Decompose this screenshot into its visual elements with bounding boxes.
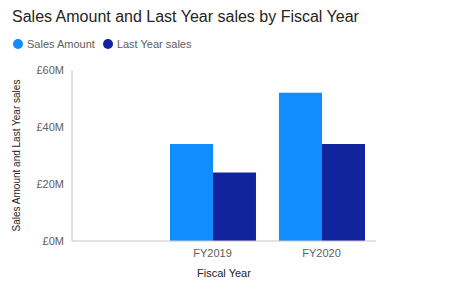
- svg-text:£60M: £60M: [36, 64, 64, 76]
- svg-text:£0M: £0M: [43, 235, 64, 247]
- svg-text:£40M: £40M: [36, 121, 64, 133]
- svg-text:Sales Amount and Last Year sal: Sales Amount and Last Year sales: [11, 80, 22, 232]
- html-text:Sales Amount and Last Year sal: Sales Amount and Last Year sales by Fisc…: [12, 8, 359, 25]
- svg-text:FY2020: FY2020: [302, 247, 341, 259]
- svg-text:£20M: £20M: [36, 178, 64, 190]
- svg-text:FY2019: FY2019: [193, 247, 232, 259]
- svg-text:Fiscal Year: Fiscal Year: [197, 267, 251, 279]
- html-text:Last Year sales: Last Year sales: [116, 38, 192, 50]
- html-text:Sales Amount: Sales Amount: [27, 38, 95, 50]
